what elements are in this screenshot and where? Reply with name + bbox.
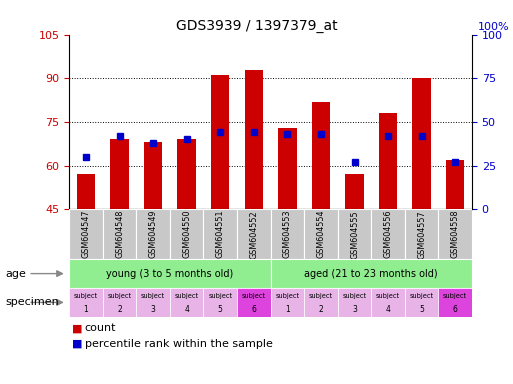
Text: subject: subject [443,293,467,299]
Text: 2: 2 [117,305,122,314]
Bar [446,160,464,209]
Bar [69,209,103,259]
Text: 6: 6 [453,305,458,314]
Bar [136,288,170,317]
Bar [211,75,229,209]
Bar [439,288,472,317]
Text: subject: subject [174,293,199,299]
Text: GSM604552: GSM604552 [249,210,259,258]
Text: GSM604550: GSM604550 [182,210,191,258]
Text: GSM604558: GSM604558 [451,210,460,258]
Bar [136,209,170,259]
Bar [271,209,304,259]
Text: GSM604549: GSM604549 [149,210,157,258]
Bar [177,139,196,209]
Text: GSM604548: GSM604548 [115,210,124,258]
Bar [204,288,237,317]
Bar [69,288,103,317]
Text: 1: 1 [84,305,88,314]
Bar [204,209,237,259]
Bar [439,209,472,259]
Text: GDS3939 / 1397379_at: GDS3939 / 1397379_at [175,19,338,33]
Text: 6: 6 [251,305,256,314]
Text: 100%: 100% [478,22,509,32]
Text: GSM604555: GSM604555 [350,210,359,258]
Bar [371,288,405,317]
Bar [312,101,330,209]
Bar [405,209,439,259]
Bar [237,209,271,259]
Text: GSM604553: GSM604553 [283,210,292,258]
Text: 4: 4 [184,305,189,314]
Text: 5: 5 [419,305,424,314]
Text: 2: 2 [319,305,323,314]
Text: subject: subject [74,293,98,299]
Bar [77,174,95,209]
Text: age: age [5,268,26,279]
Bar [170,209,204,259]
Text: ■: ■ [72,323,82,333]
Bar [345,174,364,209]
Text: 3: 3 [151,305,155,314]
Bar [144,142,163,209]
Text: 5: 5 [218,305,223,314]
Bar [304,209,338,259]
Text: subject: subject [376,293,400,299]
Text: 4: 4 [386,305,390,314]
Text: GSM604557: GSM604557 [417,210,426,258]
Bar [103,209,136,259]
Bar [110,139,129,209]
Text: count: count [85,323,116,333]
Bar [237,288,271,317]
Text: subject: subject [343,293,367,299]
Text: subject: subject [309,293,333,299]
Bar [278,128,297,209]
Bar [170,288,204,317]
Text: specimen: specimen [5,297,59,308]
Bar [405,288,439,317]
Text: 1: 1 [285,305,290,314]
Bar [338,288,371,317]
Text: GSM604556: GSM604556 [384,210,392,258]
Text: subject: subject [108,293,132,299]
Bar [271,259,472,288]
Text: subject: subject [242,293,266,299]
Bar [412,78,431,209]
Text: subject: subject [409,293,433,299]
Text: GSM604554: GSM604554 [317,210,325,258]
Text: 3: 3 [352,305,357,314]
Text: subject: subject [141,293,165,299]
Bar [245,70,263,209]
Bar [271,288,304,317]
Text: percentile rank within the sample: percentile rank within the sample [85,339,272,349]
Text: young (3 to 5 months old): young (3 to 5 months old) [106,268,233,279]
Bar [371,209,405,259]
Text: ■: ■ [72,339,82,349]
Text: GSM604547: GSM604547 [82,210,90,258]
Bar [69,259,271,288]
Bar [379,113,397,209]
Text: GSM604551: GSM604551 [216,210,225,258]
Bar [103,288,136,317]
Bar [338,209,371,259]
Text: aged (21 to 23 months old): aged (21 to 23 months old) [305,268,438,279]
Text: subject: subject [208,293,232,299]
Bar [304,288,338,317]
Text: subject: subject [275,293,300,299]
